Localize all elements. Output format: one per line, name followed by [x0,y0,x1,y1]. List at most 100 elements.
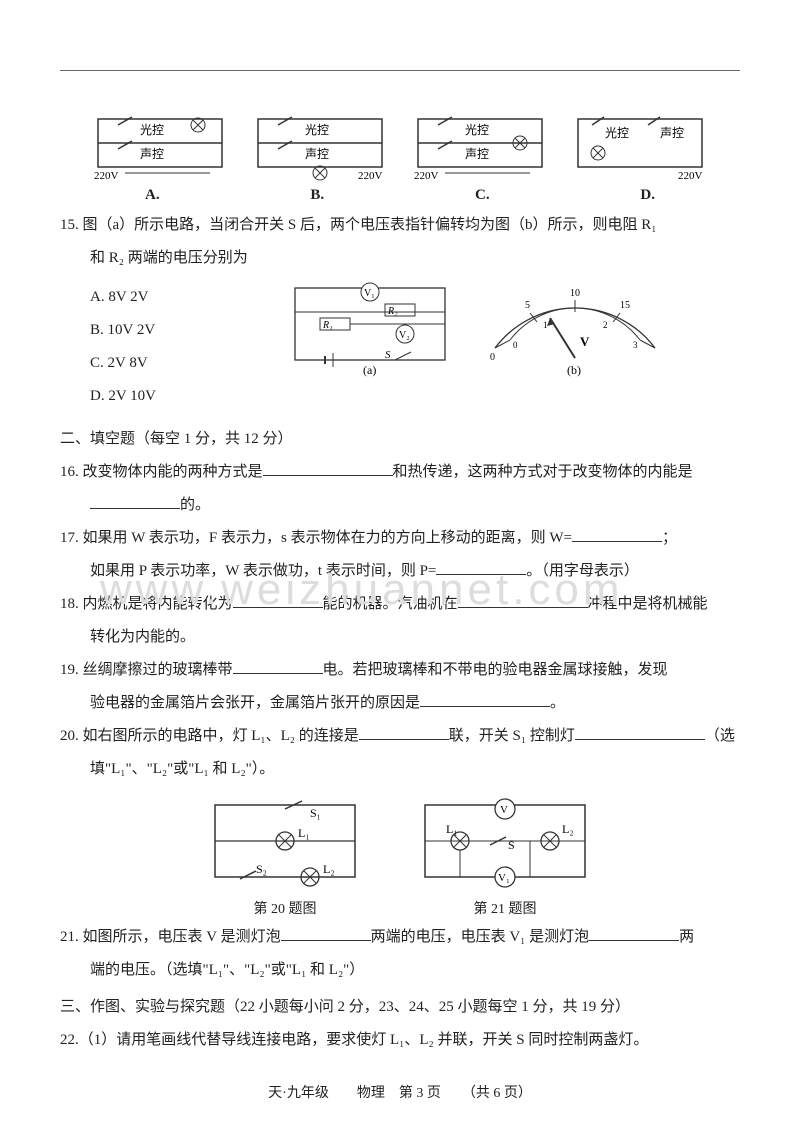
q17-line2: 如果用 P 表示功率，W 表示做功，t 表示时间，则 P=。（用字母表示） [90,558,740,585]
q19-line2: 验电器的金属箔片会张开，金属箔片张开的原因是 。 [90,690,740,717]
q16: 16. 改变物体内能的两种方式是 和热传递，这两种方式对于改变物体的内能是 [60,459,740,486]
svg-text:3: 3 [633,340,638,350]
svg-text:220V: 220V [414,170,439,182]
figs-20-21: S₁ L₁ S₂ L₂ 第 20 题图 V L₁ L₂ S V₁ 第 21 题图 [60,793,740,918]
svg-text:光控: 光控 [305,123,329,137]
option-d-label: D. [640,187,655,204]
svg-text:R₂: R₂ [387,306,398,317]
q15-body: A. 8V 2V B. 10V 2V C. 2V 8V D. 2V 10V V₁… [60,278,740,416]
blank-17-1 [572,526,662,542]
footer-b: （共 6 页） [469,1086,532,1101]
q17-a: 17. 如果用 W 表示功，F 表示力，s 表示物体在力的方向上移动的距离，则 … [60,530,572,546]
q20-b: 联，开关 S₁ 控制灯 [449,728,575,744]
top-rule [60,70,740,71]
svg-text:1: 1 [543,320,548,330]
q20-line2: 填"L₁"、"L₂"或"L₁ 和 L₂"）。 [90,756,740,783]
svg-text:5: 5 [525,300,530,311]
svg-text:L₂: L₂ [562,822,574,836]
section-3-heading: 三、作图、实验与探究题（22 小题每小问 2 分，23、24、25 小题每空 1… [60,994,740,1021]
svg-text:S: S [385,349,391,361]
q15-stem: 15. 图（a）所示电路，当闭合开关 S 后，两个电压表指针偏转均为图（b）所示… [60,212,740,239]
fig20-box: S₁ L₁ S₂ L₂ 第 20 题图 [200,793,370,918]
svg-text:光控: 光控 [605,126,629,140]
option-a-label: A. [145,187,160,204]
svg-text:15: 15 [620,300,630,311]
q18-line2: 转化为内能的。 [90,624,740,651]
q16-a: 16. 改变物体内能的两种方式是 [60,464,263,480]
q19-b: 电。若把玻璃棒和不带电的验电器金属球接触，发现 [323,662,668,678]
blank-21-1 [281,925,371,941]
svg-text:S₁: S₁ [310,806,321,820]
svg-text:L₂: L₂ [323,862,335,876]
blank-20-1 [359,724,449,740]
svg-text:220V: 220V [358,170,383,182]
svg-text:S₂: S₂ [256,862,267,876]
option-c-label: C. [475,187,490,204]
blank-18-2 [458,592,588,608]
svg-text:(a): (a) [363,363,376,377]
option-b-label: B. [310,187,324,204]
q20-c: （选 [705,728,735,744]
fig21-caption: 第 21 题图 [410,898,600,918]
q21-a: 21. 如图所示，电压表 V 是测灯泡 [60,929,281,945]
page-footer: 天·九年级 物理 第 3 页 （共 6 页） [60,1082,740,1102]
svg-text:声控: 声控 [140,147,164,161]
circuit-option-c: 光控 声控 220V [410,111,550,183]
svg-text:L₁: L₁ [298,826,310,840]
circuit-option-d: 光控 声控 220V [570,111,710,183]
svg-text:声控: 声控 [660,126,684,140]
svg-text:V₁: V₁ [364,288,375,299]
svg-text:2: 2 [603,320,608,330]
q15-fig-a: V₁ R₁ R₂ V₂ S (a) [285,278,455,378]
q14-labels: A. B. C. D. [145,187,655,204]
q18: 18. 内燃机是将内能转化为 能的机器。汽油机在 冲程中是将机械能 [60,591,740,618]
q20: 20. 如右图所示的电路中，灯 L₁、L₂ 的连接是 联，开关 S₁ 控制灯 （选 [60,723,740,750]
blank-18-1 [233,592,323,608]
footer-a: 天·九年级 物理 第 3 页 [268,1086,441,1101]
fig20-circuit: S₁ L₁ S₂ L₂ [200,793,370,893]
q19-d: 。 [550,695,565,711]
exam-page: www.weizhuannet.com 光控 声控 220V 光控 声控 220… [0,0,800,1142]
svg-text:V₂: V₂ [399,330,410,341]
q21: 21. 如图所示，电压表 V 是测灯泡 两端的电压，电压表 V₁ 是测灯泡 两 [60,924,740,951]
q18-c: 冲程中是将机械能 [588,596,708,612]
blank-19-1 [233,658,323,674]
q19-a: 19. 丝绸摩擦过的玻璃棒带 [60,662,233,678]
svg-text:光控: 光控 [140,123,164,137]
q15-options: A. 8V 2V B. 10V 2V C. 2V 8V D. 2V 10V [90,278,220,416]
svg-text:V₁: V₁ [498,872,510,884]
svg-text:(b): (b) [567,363,581,377]
q15-fig-b: 05 1015 01 23 V (b) [475,278,675,378]
blank-21-2 [589,925,679,941]
q18-a: 18. 内燃机是将内能转化为 [60,596,233,612]
circuit-option-b: 光控 声控 220V [250,111,390,183]
svg-text:220V: 220V [678,170,703,182]
q16-c: 的。 [180,497,210,513]
blank-17-2 [436,559,526,575]
svg-text:S: S [508,838,515,852]
q17-b: ； [662,530,677,546]
svg-text:V: V [500,804,508,816]
svg-text:光控: 光控 [465,123,489,137]
svg-text:V: V [580,334,590,349]
q22: 22.（1）请用笔画线代替导线连接电路，要求使灯 L₁、L₂ 并联，开关 S 同… [60,1027,740,1054]
q21-b: 两端的电压，电压表 V₁ 是测灯泡 [371,929,590,945]
q21-c: 两 [679,929,694,945]
q17-c: 如果用 P 表示功率，W 表示做功，t 表示时间，则 P= [90,563,436,579]
q20-a: 20. 如右图所示的电路中，灯 L₁、L₂ 的连接是 [60,728,359,744]
fig21-box: V L₁ L₂ S V₁ 第 21 题图 [410,793,600,918]
fig20-caption: 第 20 题图 [200,898,370,918]
blank-16-2 [90,493,180,509]
blank-16-1 [263,460,393,476]
section-2-heading: 二、填空题（每空 1 分，共 12 分） [60,426,740,453]
q15-stem-2: 和 R₂ 两端的电压分别为 [90,245,740,272]
svg-text:10: 10 [570,288,580,299]
q16-b: 和热传递，这两种方式对于改变物体的内能是 [393,464,693,480]
q18-b: 能的机器。汽油机在 [323,596,458,612]
q19-c: 验电器的金属箔片会张开，金属箔片张开的原因是 [90,695,420,711]
q15-opt-d: D. 2V 10V [90,383,220,410]
q16-line2: 的。 [90,492,740,519]
q15-opt-c: C. 2V 8V [90,350,220,377]
svg-text:L₁: L₁ [446,822,458,836]
blank-20-2 [575,724,705,740]
